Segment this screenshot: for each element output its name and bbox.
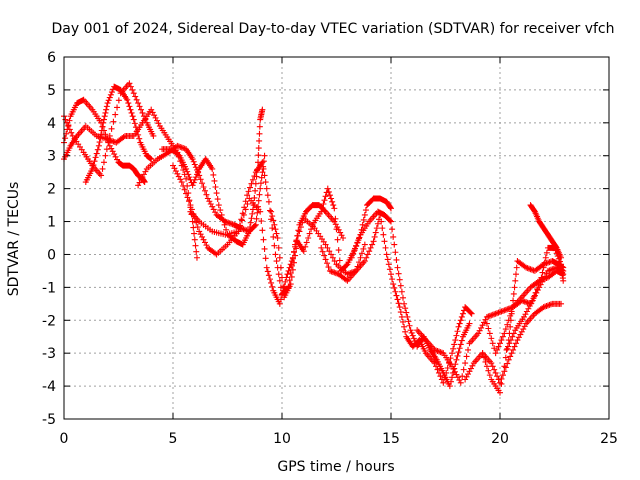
data-point-markers [318, 211, 475, 386]
data-point-markers [348, 208, 473, 390]
data-point-markers [159, 106, 266, 248]
data-point-markers [268, 185, 394, 301]
data-point-markers [82, 83, 155, 186]
y-tick-label: 3 [47, 149, 56, 165]
x-axis-ticks: 0 5 10 15 20 25 [60, 57, 618, 447]
series-track-a [61, 106, 200, 261]
series-track-o [479, 258, 567, 396]
data-point-markers [479, 258, 567, 396]
series-track-f [159, 106, 266, 248]
data-point-markers [483, 264, 567, 357]
y-tick-label: -4 [42, 379, 56, 395]
y-tick-label: 2 [47, 182, 56, 198]
data-point-markers [462, 300, 565, 386]
y-tick-label: -3 [42, 346, 56, 362]
series-track-j [318, 211, 475, 386]
y-axis-ticks: -5 -4 -3 -2 -1 0 1 2 3 4 5 6 [42, 50, 609, 428]
grid-lines [64, 57, 609, 419]
series-track-i [268, 185, 394, 301]
x-axis-label: GPS time / hours [277, 459, 394, 475]
chart-title: Day 001 of 2024, Sidereal Day-to-day VTE… [51, 21, 614, 37]
x-tick-label: 0 [60, 431, 69, 447]
series-track-q [527, 202, 565, 261]
y-tick-label: -5 [42, 412, 56, 428]
y-axis-label: SDTVAR / TECUs [6, 182, 22, 297]
x-tick-label: 20 [491, 431, 509, 447]
data-point-markers [61, 106, 200, 261]
series-track-n [483, 264, 567, 357]
x-tick-label: 15 [382, 431, 400, 447]
y-tick-label: 0 [47, 247, 56, 263]
plot-frame [63, 56, 610, 420]
y-tick-label: 4 [47, 116, 56, 132]
series-track-h [187, 195, 347, 307]
x-tick-label: 10 [273, 431, 291, 447]
data-points [61, 80, 567, 396]
y-tick-label: -1 [42, 280, 56, 296]
series-track-m [462, 300, 565, 386]
y-tick-label: -2 [42, 313, 56, 329]
series-track-d [82, 83, 155, 186]
series-track-k [348, 208, 473, 390]
y-tick-label: 1 [47, 215, 56, 231]
y-tick-label: 6 [47, 50, 56, 66]
x-tick-label: 25 [600, 431, 618, 447]
data-point-markers [527, 202, 565, 261]
x-tick-label: 5 [169, 431, 178, 447]
data-point-markers [187, 195, 347, 307]
y-tick-label: 5 [47, 83, 56, 99]
